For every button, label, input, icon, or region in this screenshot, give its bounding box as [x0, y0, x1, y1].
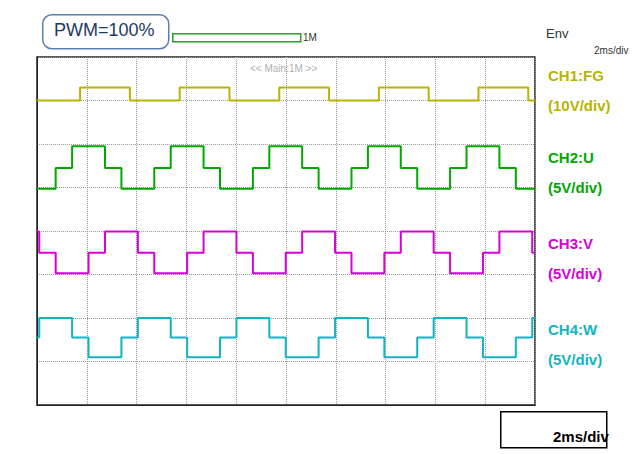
svg-text:2ms/div: 2ms/div — [594, 45, 628, 56]
svg-text:CH3:V: CH3:V — [548, 235, 593, 252]
svg-text:1M: 1M — [303, 32, 317, 43]
svg-text:(5V/div): (5V/div) — [548, 351, 602, 368]
svg-text:CH4:W: CH4:W — [548, 321, 598, 338]
svg-text:(5V/div): (5V/div) — [548, 179, 602, 196]
svg-text:(5V/div): (5V/div) — [548, 265, 602, 282]
svg-text:2ms/div: 2ms/div — [553, 428, 610, 445]
svg-text:PWM=100%: PWM=100% — [54, 20, 155, 40]
svg-text:Env: Env — [546, 26, 569, 41]
svg-text:(10V/div): (10V/div) — [548, 97, 611, 114]
svg-text:<< Main:1M >>: << Main:1M >> — [250, 63, 317, 74]
svg-text:CH1:FG: CH1:FG — [548, 67, 604, 84]
svg-text:CH2:U: CH2:U — [548, 149, 594, 166]
